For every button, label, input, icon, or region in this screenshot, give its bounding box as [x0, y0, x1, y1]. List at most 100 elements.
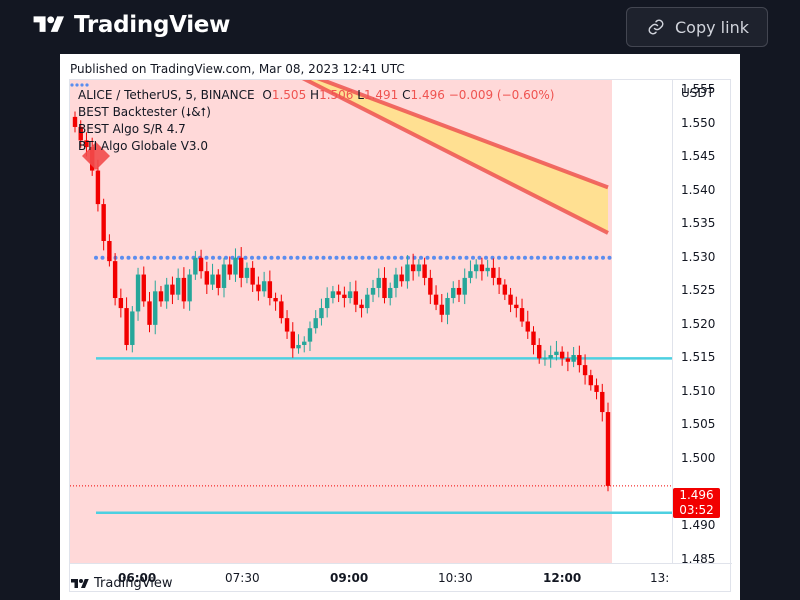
resistance-dot	[562, 255, 566, 260]
resistance-dot	[165, 255, 170, 260]
tradingview-footer-icon	[71, 578, 89, 588]
candle-body	[376, 277, 381, 288]
price-axis-currency: USDT	[681, 86, 714, 100]
footer-logo-text: TradingView	[94, 576, 173, 591]
resistance-dot	[289, 255, 293, 260]
candle-body	[519, 308, 525, 322]
candle-body	[514, 304, 519, 309]
footer-logo[interactable]: TradingView	[70, 576, 173, 591]
resistance-dot	[217, 255, 222, 260]
resistance-dot	[85, 83, 89, 87]
resistance-dot	[126, 255, 131, 260]
trend-band-lower	[301, 80, 609, 235]
candle-body	[130, 311, 135, 345]
candle-body	[330, 291, 336, 299]
candle-body	[239, 257, 244, 278]
candle-body	[496, 277, 502, 285]
indicator-algo-globale[interactable]: BTI Algo Globale V3.0	[78, 139, 209, 153]
resistance-dot	[172, 255, 176, 260]
trend-band-upper	[316, 80, 609, 190]
resistance-dot	[601, 255, 605, 260]
resistance-dot	[568, 255, 573, 260]
candle-body	[181, 277, 187, 302]
candle-body	[399, 274, 404, 282]
candle-body	[210, 274, 215, 285]
candle-body	[405, 264, 410, 282]
candle-body	[393, 274, 399, 288]
resistance-dot	[523, 255, 527, 260]
resistance-dot	[250, 255, 254, 260]
resistance-dot	[347, 255, 352, 260]
price-axis-label: 1.520	[681, 316, 716, 331]
resistance-dot	[120, 255, 124, 260]
resistance-dot	[308, 255, 313, 260]
tradingview-logo-icon	[33, 16, 64, 32]
chart-area[interactable]: ALICE / TetherUS, 5, BINANCE O1.505 H1.5…	[69, 79, 732, 593]
candle-body	[359, 304, 364, 309]
indicator-backtester[interactable]: BEST Backtester (⭣&⭡)	[78, 105, 211, 119]
candle-body	[342, 294, 347, 299]
price-axis-label: 1.500	[681, 451, 716, 466]
price-axis-label: 1.515	[681, 350, 716, 365]
resistance-dot	[295, 255, 300, 260]
indicator-algo-sr[interactable]: BEST Algo S/R 4.7	[78, 122, 186, 136]
resistance-dot	[328, 255, 332, 260]
candle-body	[164, 284, 169, 302]
resistance-dot	[75, 83, 79, 87]
candle-body	[244, 267, 250, 278]
price-axis-label: 1.505	[681, 417, 716, 432]
price-axis-label: 1.525	[681, 283, 716, 298]
price-axis-label: 1.510	[681, 383, 716, 398]
candle-body	[537, 344, 542, 359]
time-axis-label: 07:30	[225, 571, 260, 585]
candle-body	[193, 257, 198, 275]
top-bar: TradingView Copy link	[0, 0, 800, 54]
price-chart[interactable]	[70, 80, 672, 563]
symbol-line[interactable]: ALICE / TetherUS, 5, BINANCE O1.505 H1.5…	[78, 87, 554, 104]
resistance-dot	[70, 83, 74, 87]
candle-body	[468, 271, 473, 278]
logo-text: TradingView	[74, 12, 231, 38]
candle-body	[559, 351, 565, 359]
chart-legend: ALICE / TetherUS, 5, BINANCE O1.505 H1.5…	[78, 87, 554, 155]
resistance-dot	[185, 255, 189, 260]
resistance-dot	[263, 255, 267, 260]
candle-body	[216, 274, 221, 288]
candle-body	[135, 274, 141, 312]
resistance-dot	[139, 255, 144, 260]
price-axis-label: 1.540	[681, 182, 716, 197]
price-axis[interactable]: USDT 1.555 1.550 1.545 1.540 1.535 1.530 1.525…	[672, 80, 732, 566]
candle-body	[307, 328, 313, 342]
time-axis[interactable]: 06:00 07:30 09:00 10:30 12:00 13:	[70, 563, 732, 593]
candle-body	[508, 294, 513, 305]
resistance-dot	[477, 255, 482, 260]
resistance-dot	[575, 255, 579, 260]
candle-body	[577, 355, 582, 366]
resistance-dot	[302, 255, 306, 260]
candle-body	[388, 287, 393, 299]
resistance-dot	[438, 255, 443, 260]
candle-body	[147, 301, 152, 325]
candle-body	[422, 264, 427, 278]
resistance-dot	[536, 255, 540, 260]
copy-link-button[interactable]: Copy link	[626, 7, 768, 47]
resistance-dot	[393, 255, 397, 260]
candle-body	[170, 284, 175, 295]
resistance-dot	[490, 255, 495, 260]
resistance-dot	[243, 255, 248, 260]
candle-body	[101, 204, 106, 241]
candle-body	[153, 291, 158, 325]
resistance-dot	[146, 255, 150, 260]
time-axis-label: 13:	[650, 571, 670, 585]
time-axis-label: 06:00	[118, 571, 157, 585]
resistance-dot	[445, 255, 449, 260]
tradingview-logo[interactable]: TradingView	[30, 12, 230, 38]
symbol-name: ALICE / TetherUS, 5, BINANCE	[78, 88, 255, 102]
candle-body	[336, 291, 341, 295]
resistance-dot	[516, 255, 521, 260]
price-axis-label: 1.485	[681, 551, 716, 566]
candle-body	[502, 284, 508, 295]
resistance-dot	[542, 255, 547, 260]
candle-body	[302, 341, 307, 345]
candle-body	[365, 294, 370, 309]
